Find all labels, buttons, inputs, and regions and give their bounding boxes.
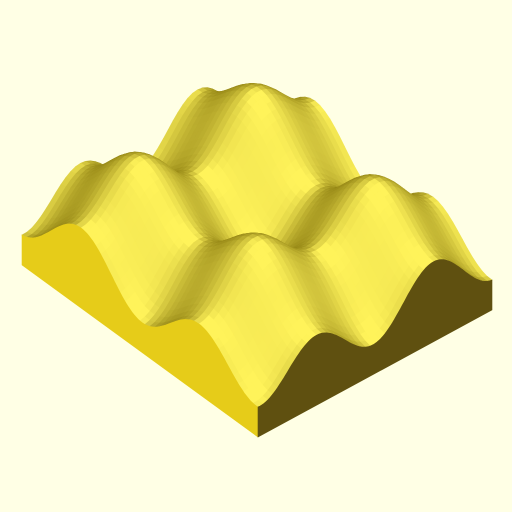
side-wall-front-left: [21, 223, 259, 438]
surface-mesh: [21, 82, 493, 438]
side-wall-front-right: [257, 259, 493, 438]
